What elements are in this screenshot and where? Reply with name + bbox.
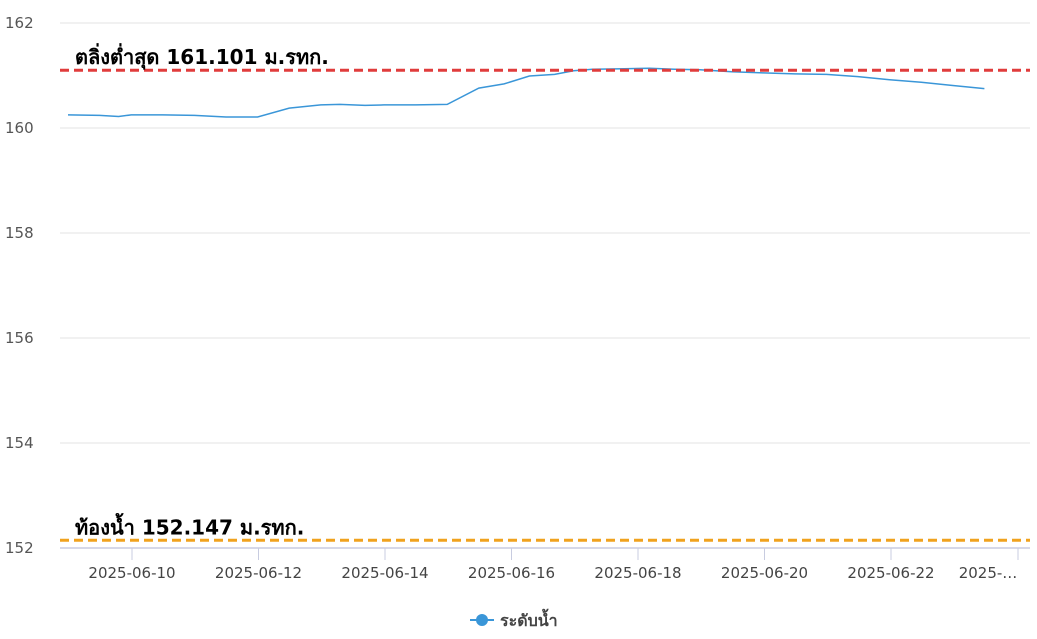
y-tick-label: 154 bbox=[5, 434, 34, 452]
y-tick-label: 158 bbox=[5, 224, 34, 242]
series-layer bbox=[67, 67, 985, 118]
x-tick-label: 2025-06-12 bbox=[215, 564, 302, 582]
legend-dot-marker bbox=[476, 614, 488, 626]
reference-line-label: ท้องน้ำ 152.147 ม.รทก. bbox=[75, 512, 304, 539]
series-line[interactable] bbox=[67, 67, 985, 118]
reference-lines: ตลิ่งต่ำสุด 161.101 ม.รทก. ท้องน้ำ 152.14… bbox=[60, 42, 1030, 542]
x-tick-label: 2025-… bbox=[959, 564, 1018, 582]
legend-label: ระดับน้ำ bbox=[500, 608, 558, 630]
grid-lines bbox=[60, 22, 1030, 549]
y-tick-label: 152 bbox=[5, 539, 34, 557]
x-tick-label: 2025-06-20 bbox=[721, 564, 808, 582]
reference-line-label: ตลิ่งต่ำสุด 161.101 ม.รทก. bbox=[75, 42, 329, 70]
x-tick-label: 2025-06-18 bbox=[594, 564, 681, 582]
y-tick-label: 160 bbox=[5, 119, 34, 137]
x-tick-label: 2025-06-10 bbox=[88, 564, 175, 582]
legend[interactable]: ระดับน้ำ bbox=[470, 608, 558, 630]
y-axis-ticks: 162 160 158 156 154 152 bbox=[5, 14, 34, 557]
x-tick-label: 2025-06-16 bbox=[468, 564, 555, 582]
y-tick-label: 162 bbox=[5, 14, 34, 32]
x-axis: 2025-06-10 2025-06-12 2025-06-14 2025-06-16… bbox=[60, 547, 1030, 582]
y-tick-label: 156 bbox=[5, 329, 34, 347]
x-tick-label: 2025-06-22 bbox=[847, 564, 934, 582]
x-tick-label: 2025-06-14 bbox=[341, 564, 428, 582]
